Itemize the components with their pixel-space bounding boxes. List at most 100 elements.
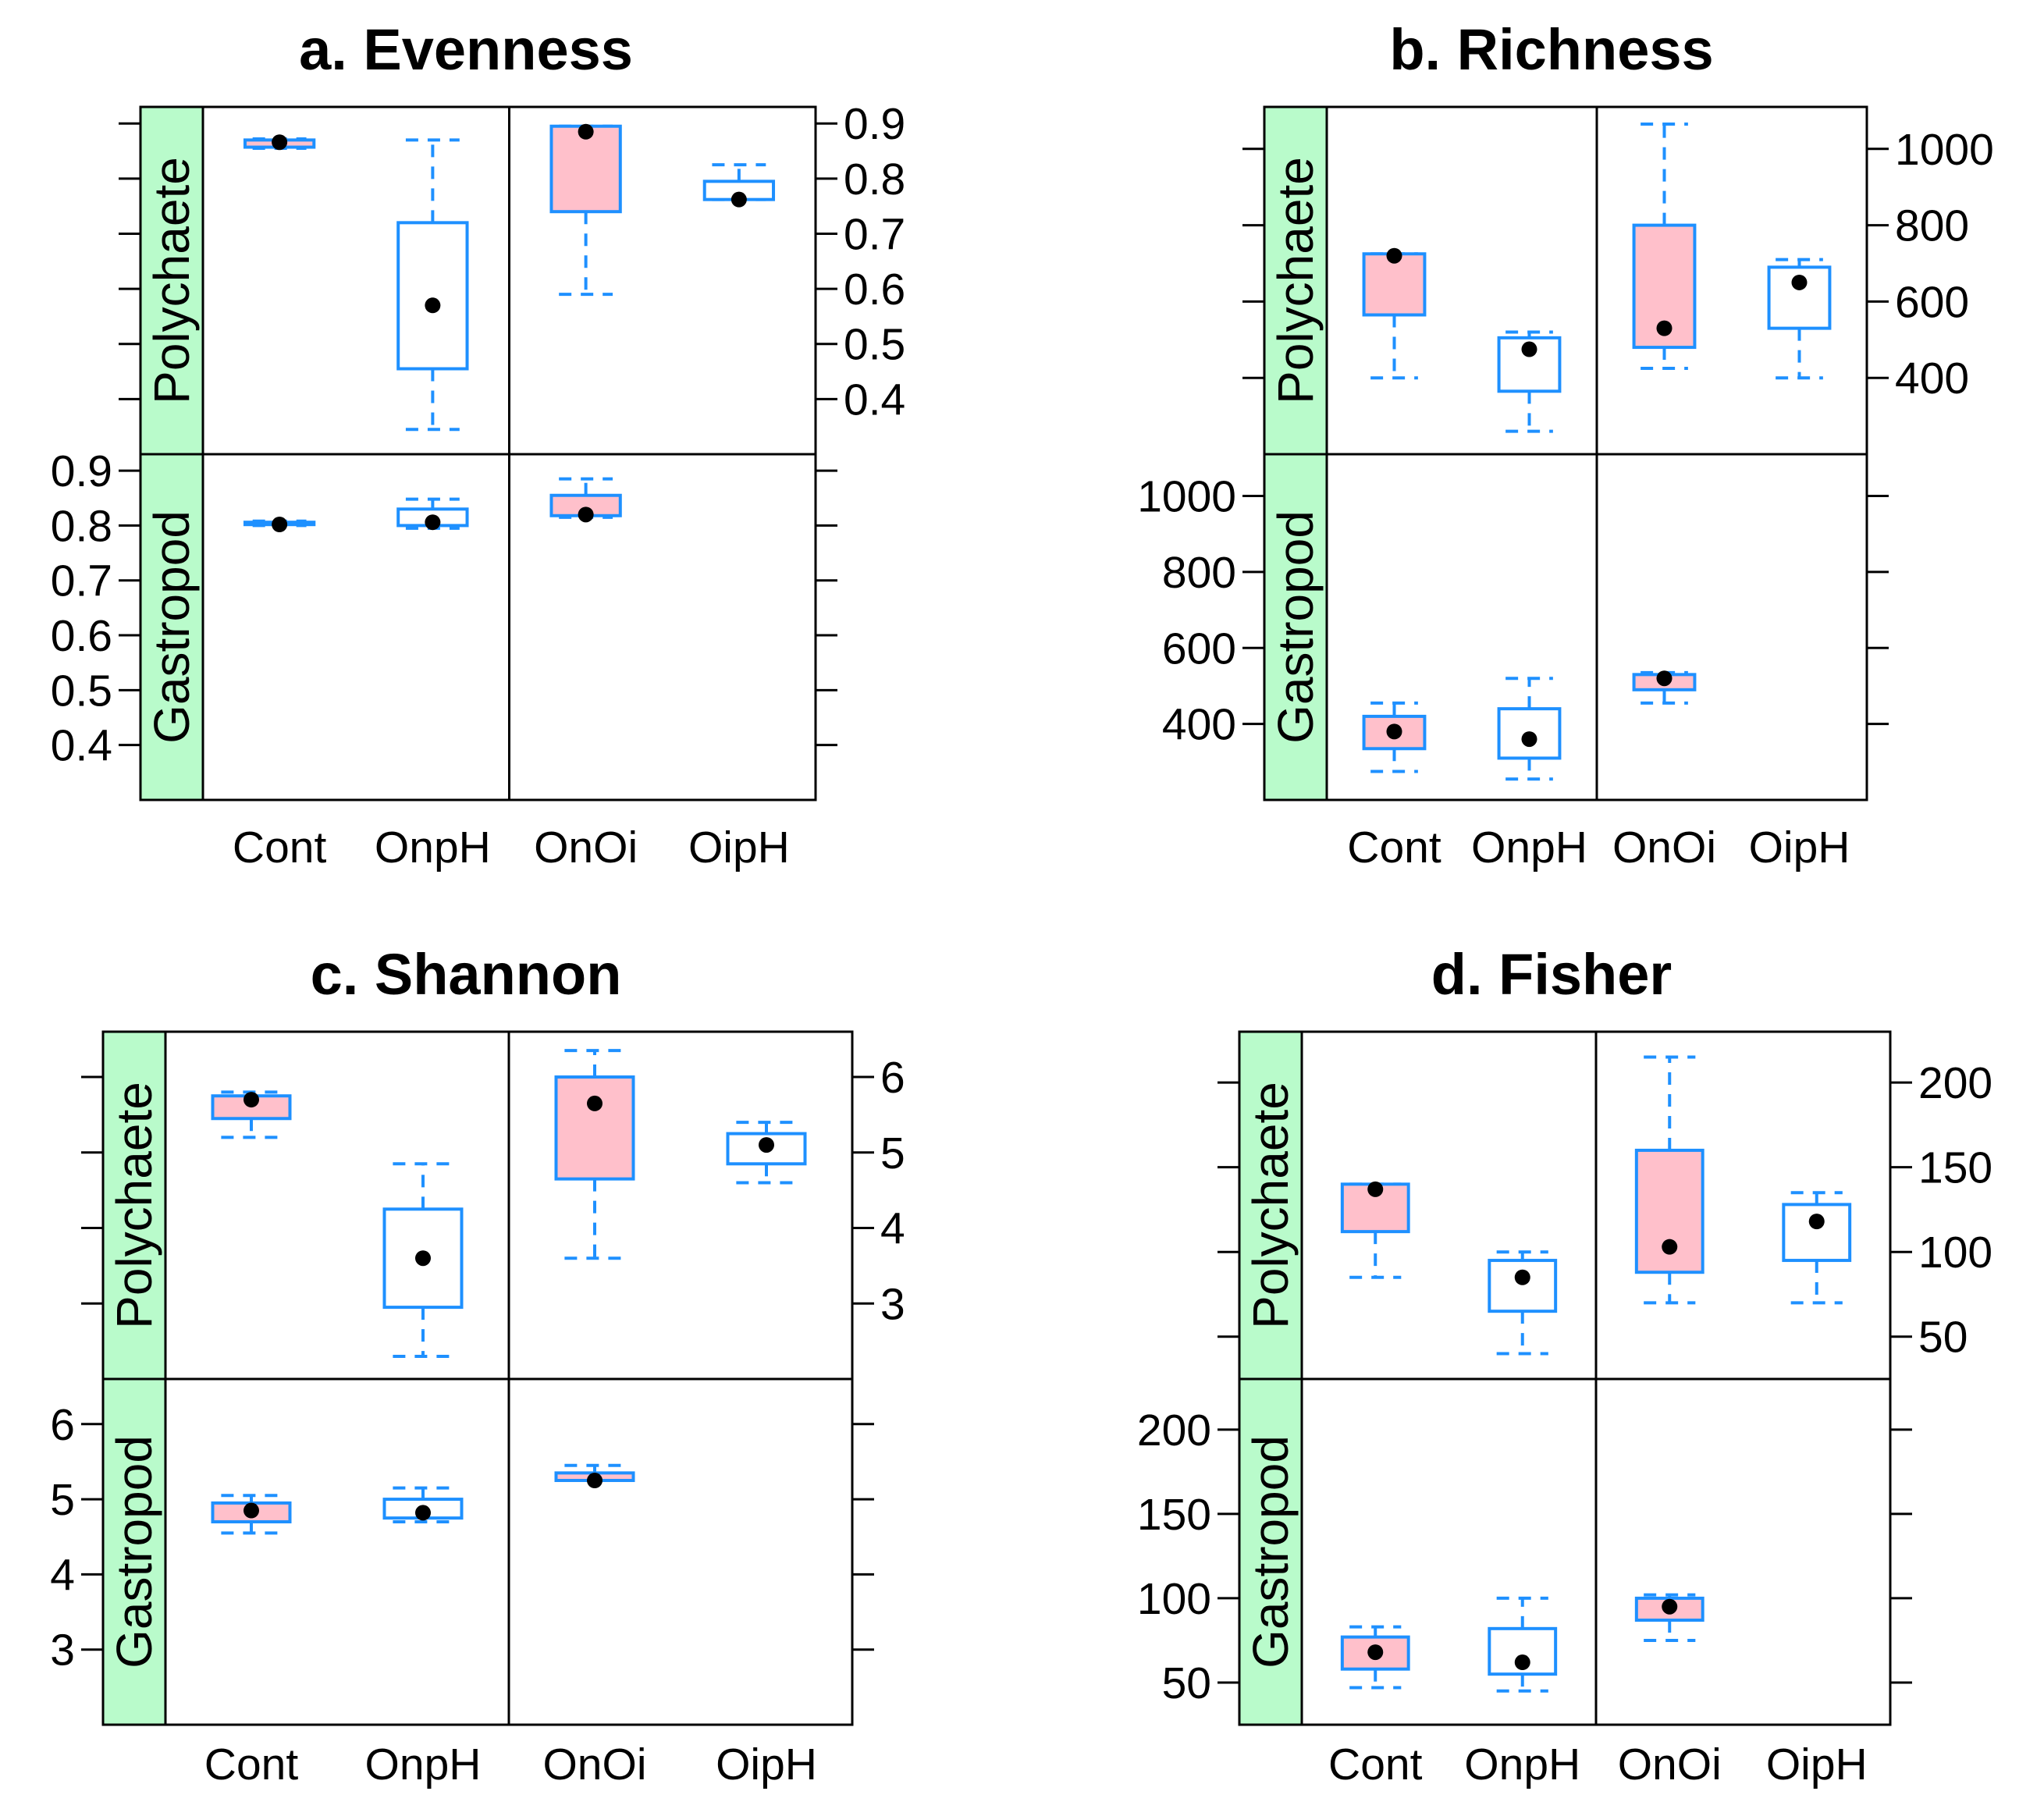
row-strip-label: Gastropod: [1242, 1435, 1299, 1669]
box-onoi: [549, 123, 622, 297]
median-dot: [587, 1473, 603, 1489]
y-tick-label: 50: [1918, 1313, 1968, 1363]
median-dot: [272, 134, 288, 151]
median-dot: [578, 506, 594, 523]
panel-fisher: d. Fisher Polychaete 50 100 150 200 Gastropod…: [1137, 942, 1992, 1789]
row-strip-label: Gastropod: [106, 1435, 162, 1669]
median-dot: [1514, 1269, 1530, 1285]
y-tick-label: 0.4: [844, 375, 905, 425]
x-category-label: OipH: [1766, 1740, 1868, 1789]
row-strip-label: Polychaete: [144, 157, 200, 404]
y-tick-label: 400: [1895, 354, 1969, 403]
y-tick-label: 1000: [1895, 125, 1994, 175]
box-onoi: [1634, 1593, 1705, 1642]
box-cont: [211, 1090, 292, 1139]
median-dot: [1656, 320, 1673, 336]
box-onoi: [1634, 1055, 1705, 1305]
y-tick-label: 0.9: [844, 99, 905, 149]
y-tick-label: 150: [1918, 1143, 1992, 1193]
iqr-box: [549, 124, 622, 214]
iqr-box: [1362, 714, 1427, 751]
row-strip: [1239, 1379, 1302, 1725]
iqr-box: [1782, 1203, 1852, 1263]
iqr-box: [396, 221, 469, 371]
row-strip: [1264, 454, 1327, 800]
median-dot: [587, 1095, 603, 1111]
y-tick-label: 1000: [1137, 472, 1236, 522]
median-dot: [1367, 1181, 1384, 1197]
x-category-label: OnOi: [1618, 1740, 1722, 1789]
median-dot: [1656, 670, 1673, 687]
y-tick-label: 100: [1918, 1228, 1992, 1278]
y-tick-label: 0.5: [51, 666, 112, 716]
x-category-label: Cont: [1328, 1740, 1423, 1789]
box-cont: [1362, 247, 1427, 380]
iqr-box: [554, 1075, 635, 1181]
y-tick-label: 6: [880, 1053, 905, 1103]
y-tick-label: 600: [1895, 277, 1969, 327]
y-tick-label: 0.4: [51, 721, 112, 771]
row-strip-label: Polychaete: [1242, 1082, 1299, 1329]
y-tick-label: 400: [1162, 700, 1236, 750]
x-category-label: Cont: [204, 1740, 299, 1789]
y-tick-label: 3: [50, 1626, 75, 1676]
iqr-box: [1497, 707, 1562, 760]
x-category-label: OnpH: [1471, 823, 1587, 873]
row-strip: [103, 1379, 165, 1725]
median-dot: [415, 1250, 431, 1267]
y-tick-label: 3: [880, 1279, 905, 1329]
median-dot: [1367, 1644, 1384, 1661]
row-strip-label: Gastropod: [1267, 510, 1324, 744]
y-tick-label: 0.7: [51, 556, 112, 606]
box-onph: [1488, 1250, 1558, 1356]
y-tick-label: 5: [880, 1128, 905, 1178]
y-tick-label: 6: [50, 1400, 75, 1450]
row-strip-label: Polychaete: [1267, 157, 1324, 404]
x-category-label: OipH: [1749, 823, 1850, 873]
box-onoi: [1632, 670, 1697, 705]
row-strip: [1264, 107, 1327, 454]
y-tick-label: 800: [1895, 201, 1969, 251]
box-cont: [1340, 1625, 1410, 1690]
box-onph: [382, 1162, 464, 1358]
box-onph: [1488, 1596, 1558, 1693]
median-dot: [1386, 723, 1402, 740]
row-strip: [140, 454, 203, 800]
x-category-label: OnOi: [534, 823, 638, 873]
median-dot: [731, 191, 747, 208]
y-tick-label: 4: [50, 1550, 75, 1600]
box-onoi: [554, 1463, 635, 1489]
y-tick-label: 200: [1137, 1406, 1211, 1455]
panel-title: b. Richness: [1389, 17, 1713, 82]
x-category-label: Cont: [233, 823, 327, 873]
iqr-box: [1362, 252, 1427, 317]
box-oiph: [702, 163, 776, 208]
median-dot: [1386, 247, 1402, 264]
row-strip-label: Polychaete: [106, 1082, 162, 1329]
box-oiph: [1782, 1191, 1852, 1305]
x-category-label: OnpH: [365, 1740, 482, 1789]
x-category-label: OnOi: [542, 1740, 646, 1789]
y-tick-label: 0.7: [844, 209, 905, 259]
box-onph: [1497, 330, 1562, 433]
median-dot: [1521, 731, 1537, 748]
median-dot: [244, 1092, 259, 1108]
box-cont: [1340, 1181, 1410, 1279]
row-strip: [1239, 1032, 1302, 1379]
box-onph: [382, 1486, 464, 1523]
iqr-box: [1488, 1259, 1558, 1313]
panel-shannon: c. Shannon Polychaete 3 4 5 6 Gastropod 3 4 5 6 Co…: [50, 942, 905, 1789]
y-tick-label: 50: [1162, 1658, 1211, 1708]
median-dot: [1521, 341, 1537, 357]
row-strip: [140, 107, 203, 454]
y-tick-label: 800: [1162, 548, 1236, 598]
panel-title: d. Fisher: [1431, 942, 1672, 1007]
panel-title: a. Evenness: [299, 17, 633, 82]
panel-title: c. Shannon: [311, 942, 622, 1007]
y-tick-label: 0.8: [844, 155, 905, 204]
median-dot: [1662, 1598, 1678, 1615]
x-category-label: Cont: [1347, 823, 1441, 873]
box-onoi: [1632, 123, 1697, 370]
y-tick-label: 0.9: [51, 446, 112, 496]
